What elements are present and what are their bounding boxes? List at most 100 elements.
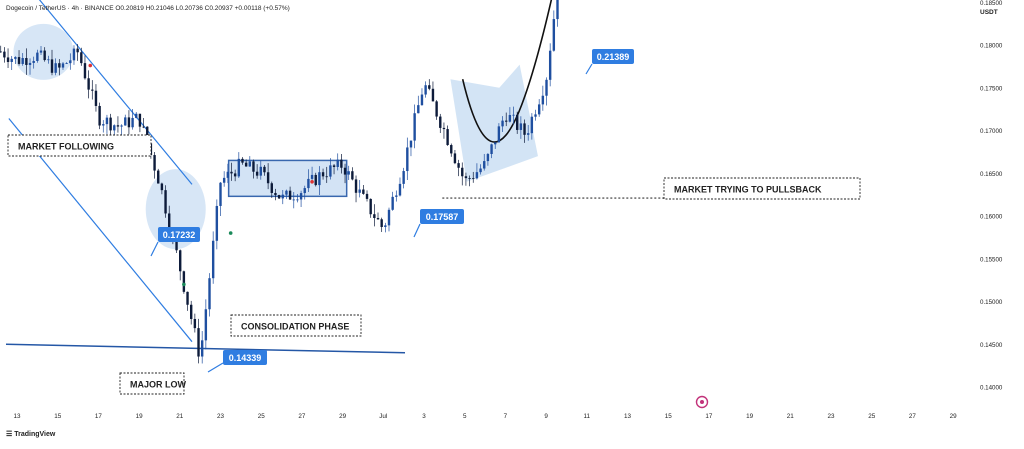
candle-body: [157, 170, 160, 184]
candle-body: [318, 172, 321, 186]
callout-high-pointer: [585, 63, 593, 75]
candle-body: [446, 129, 449, 146]
consolidation-phase-label: CONSOLIDATION PHASE: [230, 314, 362, 337]
candle-body: [417, 105, 420, 114]
candle-body: [266, 172, 270, 184]
candle-body: [36, 52, 39, 61]
x-tick-label: 25: [258, 413, 266, 420]
candle-body: [406, 147, 409, 172]
tradingview-brand: TradingView: [14, 431, 56, 438]
x-tick-label: 19: [746, 413, 754, 420]
candle-body: [47, 59, 50, 61]
candle-body: [61, 63, 65, 68]
callout-0-17232-text: 0.17232: [163, 230, 196, 240]
candle-body: [131, 117, 134, 128]
candle-body: [0, 51, 2, 53]
candle-body: [494, 142, 497, 145]
candle-body: [526, 133, 530, 135]
candle-body: [168, 213, 171, 231]
candle-body: [303, 188, 306, 194]
candle-body: [186, 291, 189, 305]
candle-body: [197, 328, 200, 357]
candle-body: [435, 101, 438, 117]
candle-body: [329, 165, 332, 177]
market-following-label-border: [7, 134, 152, 157]
callout-0-17587-pointer: [413, 223, 421, 238]
candle-body: [512, 114, 515, 116]
candle-body: [230, 171, 233, 174]
candle-body: [486, 154, 490, 162]
candle-body: [453, 153, 457, 164]
x-tick-label: 23: [827, 413, 835, 420]
candle-body: [211, 240, 215, 279]
candle-body: [102, 124, 105, 126]
candle-body: [402, 171, 405, 184]
candle-body: [6, 57, 10, 62]
candle-body: [124, 117, 127, 126]
candle-body: [321, 172, 325, 177]
curve-arc: [461, 0, 553, 143]
candle-body: [343, 167, 347, 175]
candle-body: [200, 340, 204, 357]
candle-body: [248, 161, 252, 167]
highlight-wedge: [450, 64, 538, 182]
candle-body: [332, 165, 336, 167]
candle-body: [14, 57, 17, 59]
candle-body: [552, 19, 556, 51]
candle-body: [189, 304, 193, 319]
candle-body: [442, 127, 446, 130]
candle-body: [314, 174, 317, 186]
candle-body: [387, 209, 391, 226]
callout-0-17232: 0.17232: [150, 227, 200, 257]
candle-body: [288, 190, 292, 200]
x-tick-label: 19: [136, 413, 144, 420]
x-tick-label: 21: [787, 413, 795, 420]
candle-body: [464, 176, 468, 179]
candle-body: [505, 120, 508, 122]
marker-dot-green: [182, 282, 186, 287]
candle-body: [69, 60, 72, 64]
callout-0-17587: 0.17587: [413, 209, 464, 238]
candle-body: [83, 63, 87, 79]
candle-body: [10, 58, 13, 62]
x-tick-label: 17: [95, 413, 103, 420]
x-tick-label: 13: [13, 413, 21, 420]
x-tick-label: 15: [54, 413, 62, 420]
candle-body: [109, 117, 112, 131]
x-tick-label: 11: [584, 413, 591, 420]
major-low-label-border: [119, 372, 185, 395]
callout-low-bg: [223, 350, 267, 365]
candle-body: [142, 126, 145, 128]
pullback-label-border: [663, 177, 861, 200]
candle-body: [537, 104, 541, 115]
candle-body: [457, 163, 460, 168]
candle-body: [285, 190, 288, 195]
callout-high-bg: [592, 49, 634, 64]
candles-group: [0, 0, 559, 364]
candle-body: [153, 155, 156, 171]
candle-body: [252, 161, 255, 172]
marker-dot-red: [310, 180, 314, 184]
candle-body: [274, 192, 277, 196]
candle-body: [17, 57, 21, 64]
candle-body: [336, 159, 339, 167]
callout-low-pointer: [207, 362, 224, 373]
candle-body: [519, 123, 523, 130]
candle-body: [541, 95, 545, 105]
y-tick-label: 0.15000: [980, 299, 1003, 306]
candle-body: [138, 113, 142, 127]
candle-body: [340, 159, 343, 168]
candle-body: [475, 172, 479, 179]
candle-body: [292, 199, 295, 201]
y-tick-label: 0.14500: [980, 342, 1003, 349]
candle-body: [439, 116, 442, 128]
candle-body: [413, 113, 416, 141]
candle-body: [373, 214, 376, 219]
x-tick-label: 27: [909, 413, 917, 420]
candle-body: [431, 88, 435, 102]
candle-body: [113, 125, 116, 131]
chart-header: Dogecoin / TetherUS · 4h · BINANCE O0.20…: [6, 5, 290, 12]
candle-body: [351, 171, 354, 180]
major-low-label: MAJOR LOW: [119, 372, 187, 395]
